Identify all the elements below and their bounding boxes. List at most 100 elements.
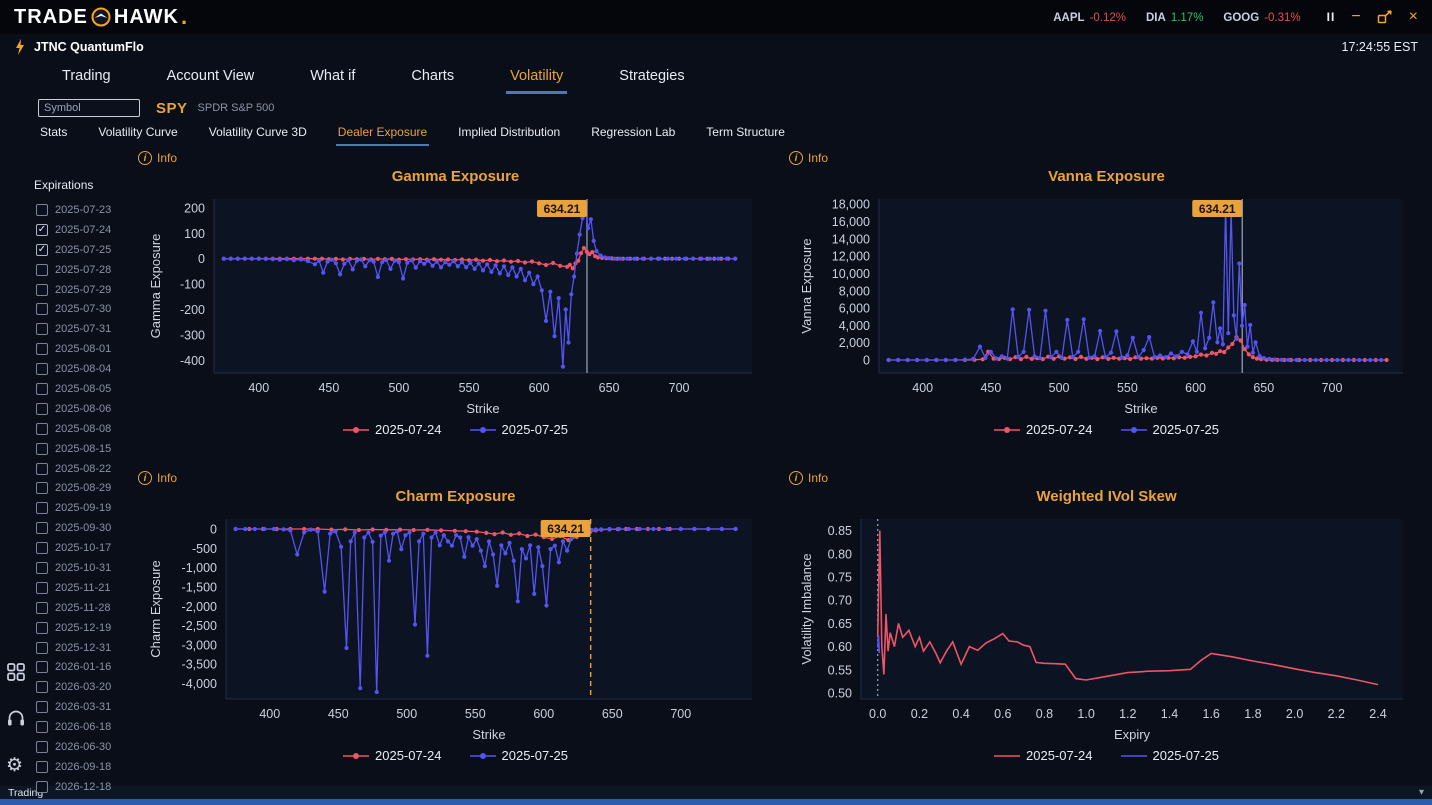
expiration-row[interactable]: 2026-06-30: [36, 737, 130, 757]
legend-item-2025-07-25[interactable]: 2025-07-25: [1120, 748, 1219, 763]
info-button-charm[interactable]: i Info: [138, 471, 177, 485]
subtab-term-structure[interactable]: Term Structure: [706, 125, 785, 139]
expiration-row[interactable]: 2025-08-15: [36, 439, 130, 459]
main-nav: Trading Account View What if Charts Volatili…: [0, 60, 1432, 94]
expiration-checkbox[interactable]: [36, 621, 48, 634]
tab-account-view[interactable]: Account View: [166, 68, 255, 84]
ticker-goog: GOOG -0.31%: [1223, 12, 1301, 24]
expiration-row[interactable]: 2025-10-31: [36, 558, 130, 578]
expiration-checkbox[interactable]: ✓: [36, 223, 48, 236]
legend-item-2025-07-25[interactable]: 2025-07-25: [469, 422, 568, 437]
legend-item-2025-07-25[interactable]: 2025-07-25: [1120, 422, 1219, 437]
expiration-row[interactable]: ✓ 2025-07-24: [36, 220, 130, 240]
expiration-row[interactable]: 2025-08-08: [36, 419, 130, 439]
tab-what-if[interactable]: What if: [310, 68, 356, 84]
expiration-checkbox[interactable]: [36, 382, 48, 395]
expiration-row[interactable]: 2025-12-31: [36, 638, 130, 658]
close-button[interactable]: ×: [1408, 8, 1418, 25]
expiration-checkbox[interactable]: [36, 641, 48, 654]
expiration-checkbox[interactable]: [36, 422, 48, 435]
expiration-checkbox[interactable]: [36, 482, 48, 495]
settings-button[interactable]: ⚙: [6, 754, 23, 777]
expiration-checkbox[interactable]: [36, 343, 48, 356]
expiration-row[interactable]: 2025-10-17: [36, 538, 130, 558]
dock-button[interactable]: [1377, 10, 1393, 24]
expiration-checkbox[interactable]: [36, 203, 48, 216]
expiration-checkbox[interactable]: [36, 601, 48, 614]
expiration-row[interactable]: 2025-08-22: [36, 459, 130, 479]
legend-item-2025-07-24[interactable]: 2025-07-24: [994, 748, 1093, 763]
support-button[interactable]: [6, 708, 26, 733]
expiration-checkbox[interactable]: [36, 721, 48, 734]
expiration-row[interactable]: 2025-11-28: [36, 598, 130, 618]
expiration-row[interactable]: 2026-09-18: [36, 757, 130, 777]
subtab-volatility-curve-3d[interactable]: Volatility Curve 3D: [208, 125, 307, 139]
subtab-dealer-exposure[interactable]: Dealer Exposure: [335, 122, 430, 146]
expiration-row[interactable]: 2026-03-31: [36, 697, 130, 717]
expiration-checkbox[interactable]: [36, 780, 48, 793]
expiration-checkbox[interactable]: [36, 323, 48, 336]
expiration-row[interactable]: 2025-07-29: [36, 280, 130, 300]
expiration-checkbox[interactable]: [36, 681, 48, 694]
expiration-row[interactable]: 2025-07-31: [36, 319, 130, 339]
expiration-row[interactable]: 2026-06-18: [36, 717, 130, 737]
expiration-checkbox[interactable]: [36, 522, 48, 535]
expiration-row[interactable]: 2025-11-21: [36, 578, 130, 598]
expiration-row[interactable]: 2025-07-23: [36, 200, 130, 220]
expiration-checkbox[interactable]: ✓: [36, 243, 48, 256]
expiration-checkbox[interactable]: [36, 502, 48, 515]
expiration-checkbox[interactable]: [36, 402, 48, 415]
svg-text:-1,500: -1,500: [182, 581, 217, 595]
expiration-date: 2025-08-05: [55, 382, 112, 395]
expiration-row[interactable]: 2025-08-01: [36, 339, 130, 359]
minimize-button[interactable]: −: [1351, 8, 1361, 25]
expiration-checkbox[interactable]: [36, 561, 48, 574]
subtab-implied-distribution[interactable]: Implied Distribution: [458, 125, 561, 139]
expiration-row[interactable]: 2025-07-30: [36, 299, 130, 319]
expiration-checkbox[interactable]: [36, 760, 48, 773]
dashboard-grid-button[interactable]: [6, 662, 26, 687]
info-button-ivol[interactable]: i Info: [789, 471, 828, 485]
legend-item-2025-07-24[interactable]: 2025-07-24: [994, 422, 1093, 437]
expiration-row[interactable]: ✓ 2025-07-25: [36, 240, 130, 260]
expiration-row[interactable]: 2025-08-06: [36, 399, 130, 419]
svg-text:1.4: 1.4: [1161, 707, 1178, 721]
tab-strategies[interactable]: Strategies: [619, 68, 685, 84]
expiration-row[interactable]: 2025-09-30: [36, 518, 130, 538]
tab-volatility[interactable]: Volatility: [506, 62, 568, 94]
legend-item-2025-07-24[interactable]: 2025-07-24: [343, 422, 442, 437]
subtab-volatility-curve[interactable]: Volatility Curve: [98, 125, 178, 139]
expiration-checkbox[interactable]: [36, 263, 48, 276]
expiration-checkbox[interactable]: [36, 442, 48, 455]
tab-trading[interactable]: Trading: [62, 68, 111, 84]
legend-item-2025-07-24[interactable]: 2025-07-24: [343, 748, 442, 763]
info-button-gamma[interactable]: i Info: [138, 151, 177, 165]
legend-item-2025-07-25[interactable]: 2025-07-25: [469, 748, 568, 763]
expiration-row[interactable]: 2026-03-20: [36, 677, 130, 697]
expiration-row[interactable]: 2025-07-28: [36, 260, 130, 280]
expiration-checkbox[interactable]: [36, 581, 48, 594]
tab-charts[interactable]: Charts: [411, 68, 455, 84]
symbol-input[interactable]: [38, 99, 140, 117]
expiration-checkbox[interactable]: [36, 283, 48, 296]
expiration-row[interactable]: 2025-08-05: [36, 379, 130, 399]
info-button-vanna[interactable]: i Info: [789, 151, 828, 165]
expiration-checkbox[interactable]: [36, 303, 48, 316]
expiration-row[interactable]: 2025-08-29: [36, 478, 130, 498]
expiration-row[interactable]: 2025-12-19: [36, 618, 130, 638]
expiration-checkbox[interactable]: [36, 701, 48, 714]
subtab-stats[interactable]: Stats: [40, 125, 68, 139]
subtab-regression-lab[interactable]: Regression Lab: [591, 125, 676, 139]
chevron-down-icon[interactable]: ▾: [1418, 787, 1424, 798]
expiration-row[interactable]: 2026-01-16: [36, 657, 130, 677]
expiration-checkbox[interactable]: [36, 462, 48, 475]
expiration-date: 2025-07-30: [55, 303, 112, 316]
expiration-checkbox[interactable]: [36, 363, 48, 376]
expiration-row[interactable]: 2025-08-04: [36, 359, 130, 379]
expiration-checkbox[interactable]: [36, 740, 48, 753]
expiration-checkbox[interactable]: [36, 542, 48, 555]
pause-button[interactable]: II: [1326, 10, 1336, 24]
expiration-row[interactable]: 2025-09-19: [36, 498, 130, 518]
expiration-checkbox[interactable]: [36, 661, 48, 674]
expiration-row[interactable]: 2026-12-18: [36, 777, 130, 797]
